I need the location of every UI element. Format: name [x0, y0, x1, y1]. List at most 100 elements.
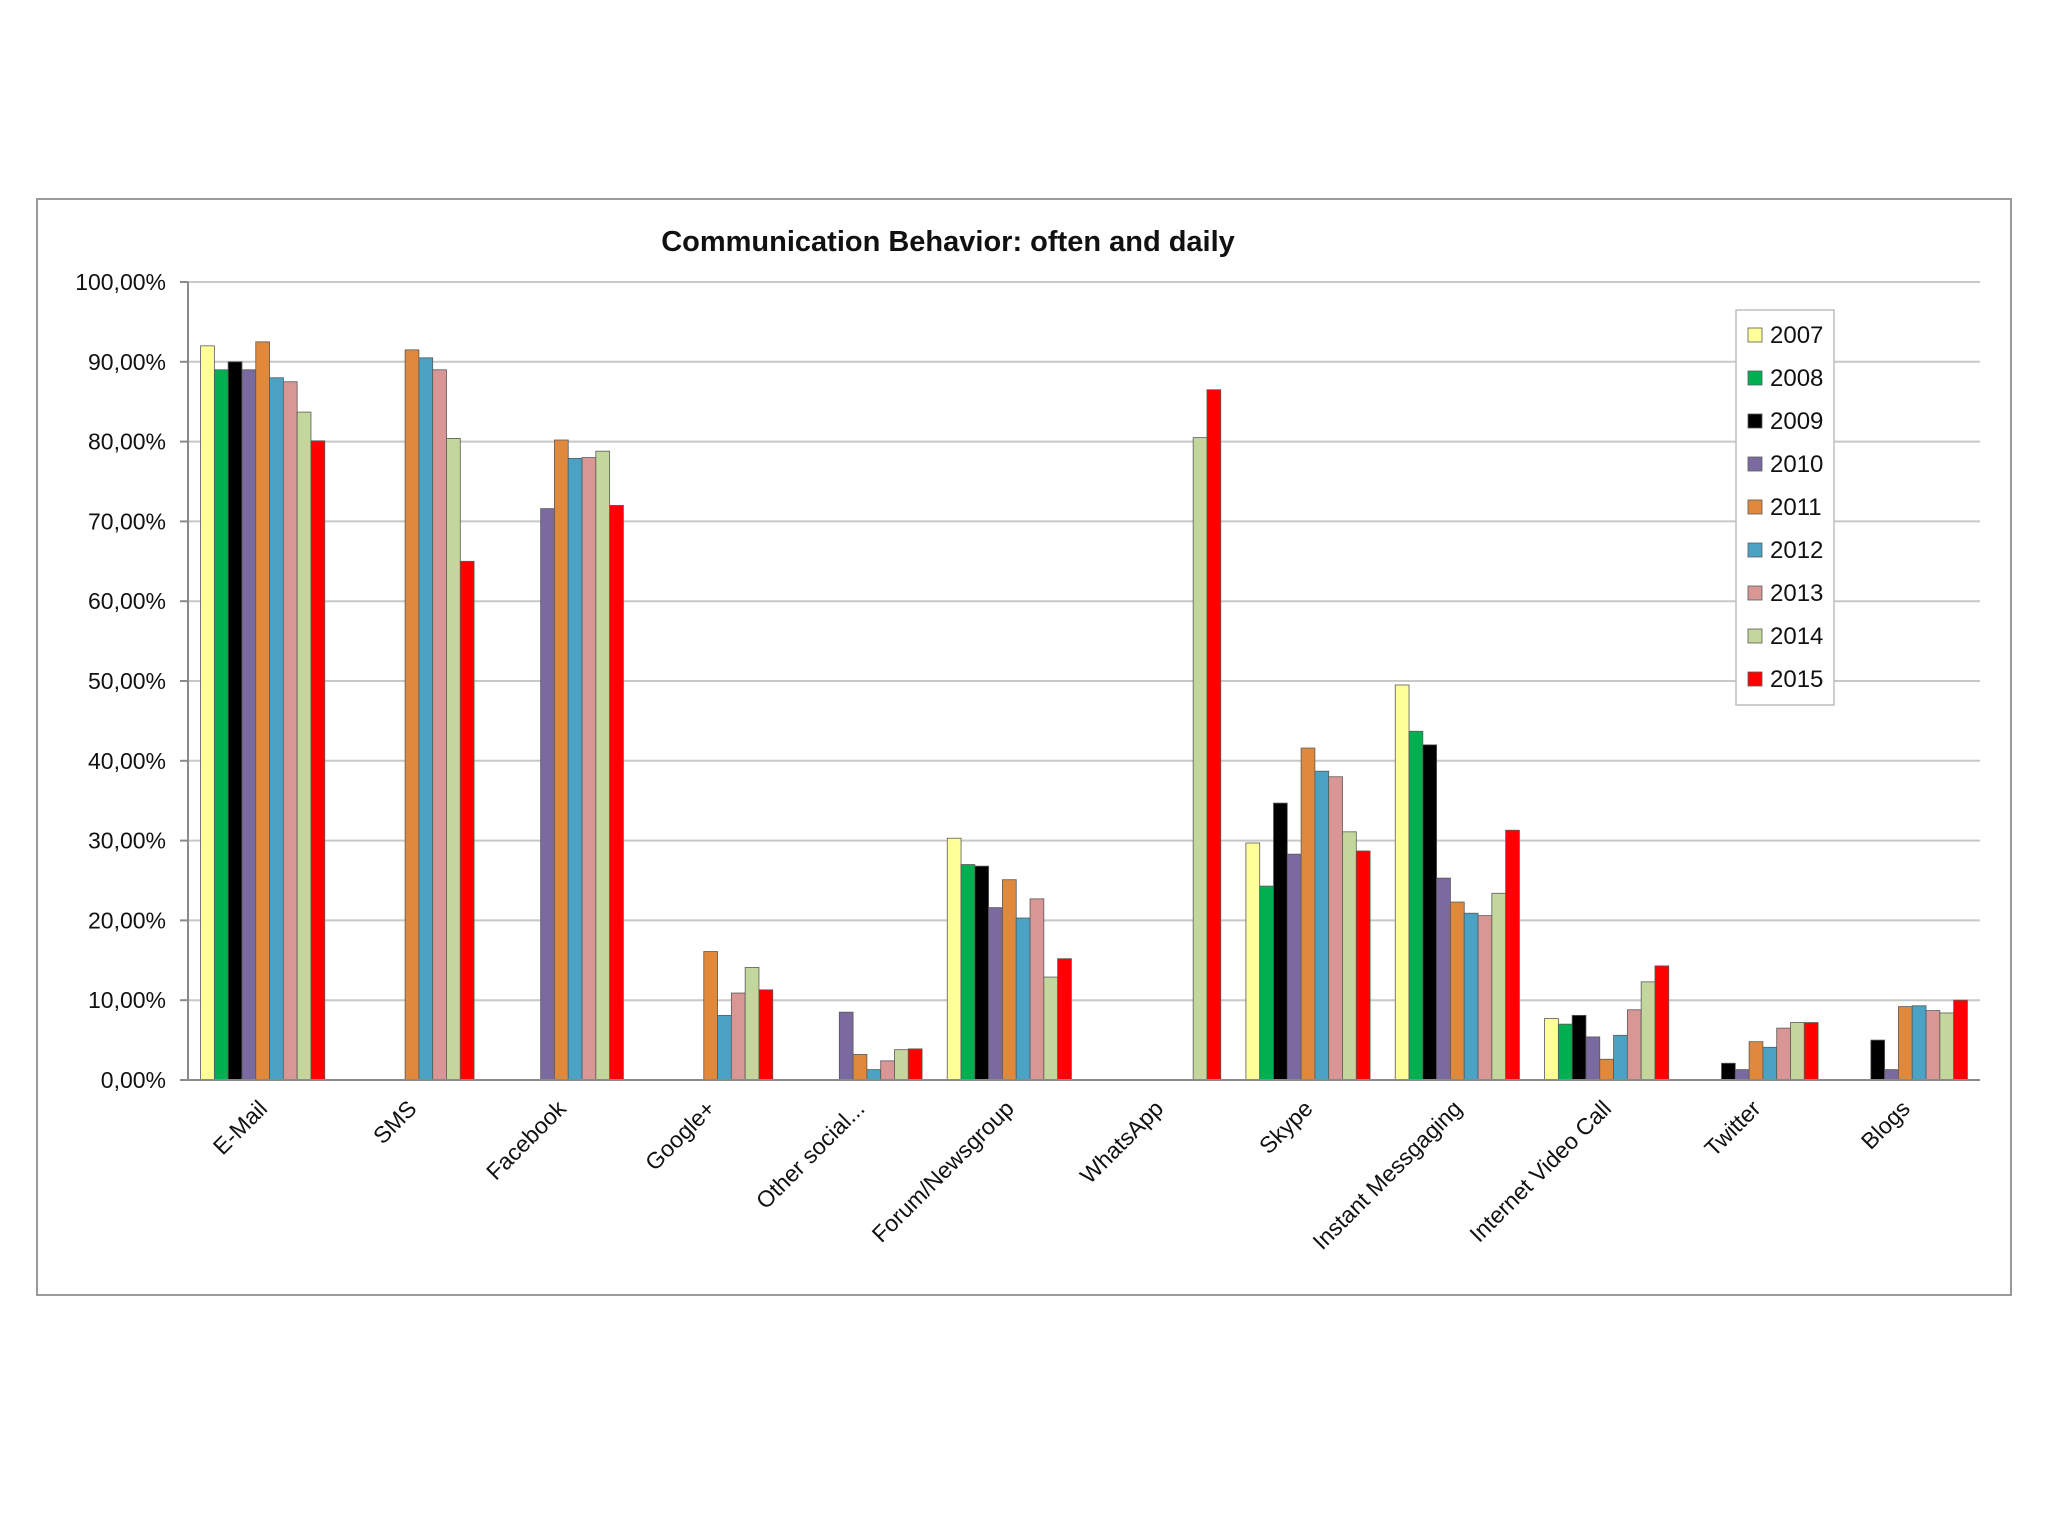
y-tick-label: 10,00%: [88, 987, 166, 1013]
bar-2014: E-Mail 2014: 83.7%: [296, 411, 312, 1081]
x-tick-label: Google+: [640, 1095, 720, 1175]
y-tick-label: 40,00%: [88, 748, 166, 774]
legend-label: 2012: [1770, 537, 1823, 564]
y-tick-label: 80,00%: [88, 429, 166, 455]
bar-2014: SMS 2014: 80.4%: [446, 438, 461, 1081]
bar-2013: Other social... 2013: 2.4%: [880, 1060, 895, 1081]
bar-2013: Google+ 2013: 10.9%: [730, 992, 746, 1081]
bar-2012: SMS 2012: 90.5%: [418, 357, 434, 1081]
bar-2014: Forum/Newsgroup 2014: 12.9%: [1043, 976, 1059, 1081]
x-tick-label: Internet Video Call: [1464, 1095, 1616, 1247]
bar-2011: Facebook 2011: 80.2%: [554, 439, 569, 1081]
legend-swatch-2015: [1747, 671, 1763, 687]
legend-label: 2013: [1770, 580, 1823, 607]
chart-title: Communication Behavior: often and daily: [661, 226, 1235, 258]
bar-2013: Twitter 2013: 6.5%: [1776, 1027, 1791, 1081]
legend-swatch-2011: [1747, 499, 1763, 515]
bar-2010: Instant Messgaging 2010: 25.3%: [1436, 877, 1451, 1081]
bar-2015: Google+ 2015: 11.3%: [758, 989, 774, 1081]
bar-2013: Facebook 2013: 78%: [581, 457, 597, 1081]
legend-label: 2014: [1770, 623, 1823, 650]
bar-2014: Facebook 2014: 78.8%: [595, 450, 611, 1081]
bar-2013: Skype 2013: 38%: [1328, 776, 1343, 1081]
bar-2008: Forum/Newsgroup 2008: 27%: [960, 864, 976, 1081]
bar-2012: Internet Video Call 2012: 5.6%: [1613, 1034, 1628, 1081]
bar-2013: Blogs 2013: 8.7%: [1925, 1010, 1941, 1081]
y-tick-label: 90,00%: [88, 349, 166, 375]
bar-2015: Facebook 2015: 72%: [609, 505, 624, 1081]
bar-2007: Skype 2007: 29.7%: [1245, 842, 1261, 1081]
y-tick-label: 50,00%: [88, 668, 166, 694]
bar-2009: Forum/Newsgroup 2009: 26.8%: [974, 865, 990, 1081]
bar-2012: Twitter 2012: 4.1%: [1762, 1046, 1778, 1081]
bar-2015: E-Mail 2015: 80.1%: [310, 440, 326, 1081]
bar-2015: Internet Video Call 2015: 14.3%: [1654, 965, 1670, 1081]
bar-2013: Forum/Newsgroup 2013: 22.7%: [1029, 898, 1045, 1081]
x-tick-label: WhatsApp: [1075, 1095, 1168, 1188]
bar-2009: Internet Video Call 2009: 8.1%: [1571, 1014, 1587, 1081]
legend-label: 2009: [1770, 408, 1823, 435]
bar-2011: Internet Video Call 2011: 2.6%: [1599, 1058, 1614, 1081]
bar-2013: E-Mail 2013: 87.5%: [282, 381, 298, 1081]
bar-2009: Skype 2009: 34.7%: [1273, 802, 1288, 1081]
bar-2011: Other social... 2011: 3.2%: [852, 1054, 868, 1081]
bar-2014: Google+ 2014: 14.1%: [744, 967, 760, 1081]
bar-2012: Skype 2012: 38.7%: [1314, 770, 1330, 1081]
bar-2007: Forum/Newsgroup 2007: 30.3%: [946, 837, 962, 1081]
legend-swatch-2008: [1747, 370, 1763, 386]
bar-2015: Instant Messgaging 2015: 31.3%: [1505, 829, 1520, 1081]
bar-chart: Communication Behavior: often and daily …: [75, 226, 1980, 1255]
y-tick-label: 20,00%: [88, 907, 166, 933]
bar-2008: Instant Messgaging 2008: 43.7%: [1408, 730, 1424, 1081]
bar-2007: Internet Video Call 2007: 7.7%: [1544, 1018, 1559, 1081]
bar-2015: Blogs 2015: 10%: [1953, 999, 1968, 1081]
y-axis-ticks: 0,00% 10,00% 20,00% 30,00% 40,00% 50,00% 60,00…: [75, 269, 188, 1093]
bar-2011: Google+ 2011: 16.1%: [703, 951, 718, 1081]
chart-frame: Communication Behavior: often and daily …: [36, 198, 2012, 1296]
x-tick-label: Blogs: [1856, 1095, 1915, 1154]
bar-2011: Instant Messgaging 2011: 22.3%: [1450, 901, 1465, 1081]
bar-2015: Other social... 2015: 3.9%: [907, 1048, 923, 1081]
bar-2014: Twitter 2014: 7.2%: [1790, 1022, 1805, 1081]
x-axis-labels: E-Mail SMS Facebook Google+ Other social...F…: [208, 1095, 1915, 1255]
bar-2011: E-Mail 2011: 92.5%: [255, 341, 270, 1081]
bar-2010: E-Mail 2010: 89%: [241, 369, 257, 1081]
bar-2009: E-Mail 2009: 90%: [227, 361, 243, 1081]
bar-2011: Twitter 2011: 4.8%: [1748, 1041, 1764, 1081]
bar-2010: Skype 2010: 28.3%: [1286, 853, 1302, 1081]
bar-2010: Facebook 2010: 71.6%: [540, 508, 555, 1081]
legend-label: 2010: [1770, 451, 1823, 478]
bar-2011: SMS 2011: 91.5%: [404, 349, 420, 1081]
legend-swatch-2014: [1747, 628, 1763, 644]
legend: 2007 2008 2009 2010 2011 2012 2013 2014 2015: [1735, 309, 1835, 706]
bar-2009: Blogs 2009: 5%: [1870, 1039, 1886, 1081]
bar-2012: Other social... 2012: 1.3%: [866, 1069, 882, 1081]
bar-2008: Internet Video Call 2008: 7%: [1557, 1023, 1573, 1081]
bar-2012: Facebook 2012: 77.9%: [567, 457, 583, 1081]
bar-2013: Instant Messgaging 2013: 20.6%: [1477, 915, 1493, 1081]
x-tick-label: Facebook: [481, 1095, 571, 1185]
bar-2015: SMS 2015: 65%: [459, 560, 475, 1081]
bar-2013: SMS 2013: 89%: [432, 369, 447, 1081]
bar-2009: Instant Messgaging 2009: 42%: [1422, 744, 1438, 1081]
bar-2014: Blogs 2014: 8.4%: [1939, 1012, 1955, 1081]
bars: E-Mail 2007: 92% Forum/Newsgroup 2007: 30…: [200, 341, 1968, 1081]
bar-2011: Blogs 2011: 9.2%: [1898, 1006, 1913, 1081]
legend-label: 2008: [1770, 365, 1823, 392]
bar-2015: Skype 2015: 28.7%: [1355, 850, 1371, 1081]
x-tick-label: SMS: [368, 1095, 422, 1149]
gridlines: [188, 281, 1980, 1002]
bar-2012: Google+ 2012: 8.1%: [717, 1014, 732, 1081]
bar-2012: Forum/Newsgroup 2012: 20.3%: [1015, 917, 1031, 1081]
bar-2008: E-Mail 2008: 89%: [213, 369, 229, 1081]
bar-2014: Instant Messgaging 2014: 23.4%: [1491, 892, 1507, 1081]
bar-2008: Skype 2008: 24.3%: [1259, 885, 1274, 1081]
y-tick-label: 70,00%: [88, 508, 166, 534]
bar-2015: Forum/Newsgroup 2015: 15.2%: [1057, 958, 1072, 1081]
bar-2015: Twitter 2015: 7.2%: [1803, 1022, 1819, 1081]
bar-2011: Forum/Newsgroup 2011: 25.1%: [1002, 879, 1017, 1081]
bar-2014: Internet Video Call 2014: 12.3%: [1640, 981, 1656, 1081]
x-tick-label: Twitter: [1699, 1095, 1766, 1162]
x-tick-label: Skype: [1254, 1095, 1318, 1159]
bar-2014: Other social... 2014: 3.8%: [894, 1049, 909, 1081]
